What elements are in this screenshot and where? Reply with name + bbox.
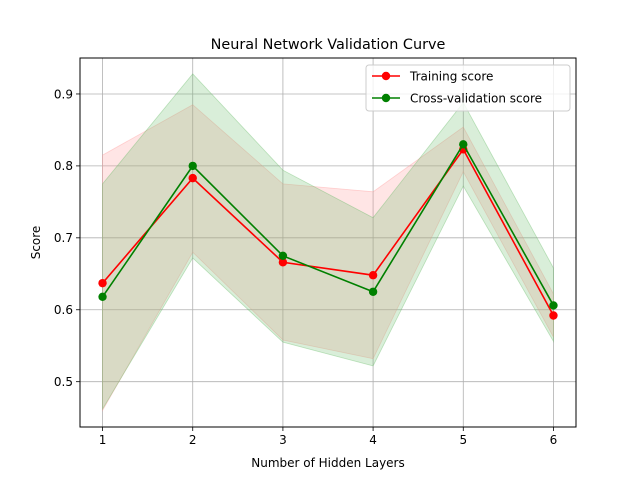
legend-marker-series-2: [381, 93, 391, 103]
x-tick-label: 2: [189, 433, 197, 447]
axis-ticks: 1 2 3 4 5 6 0.5 0.6 0.7 0.8 0.9: [54, 87, 557, 447]
line-series-2: [101, 142, 555, 306]
x-axis-label: Number of Hidden Layers: [251, 456, 405, 470]
x-tick-label: 5: [459, 433, 467, 447]
point-series-2: [278, 251, 288, 261]
y-tick-label: 0.9: [54, 87, 73, 101]
band-series-2: [102, 73, 554, 411]
line-series-1: [101, 147, 555, 316]
point-series-1: [549, 311, 558, 320]
point-series-1: [278, 258, 288, 267]
x-tick-label: 6: [550, 433, 558, 447]
point-series-1: [98, 278, 107, 288]
point-series-2: [459, 140, 468, 149]
legend-label-series-2: Cross-validation score: [410, 91, 542, 105]
chart-title: Neural Network Validation Curve: [211, 37, 446, 53]
y-tick-label: 0.6: [54, 303, 73, 317]
legend-label-series-1: Training score: [409, 69, 493, 83]
point-series-2: [98, 292, 107, 302]
legend: Training score Cross-validation score: [365, 64, 571, 112]
y-tick-label: 0.5: [54, 375, 73, 389]
x-tick-label: 1: [99, 433, 107, 447]
point-series-1: [368, 271, 378, 280]
legend-frame: [365, 64, 571, 112]
x-tick-label: 4: [369, 433, 377, 447]
point-series-2: [188, 161, 197, 171]
point-series-1: [188, 173, 197, 183]
point-series-2: [549, 301, 558, 310]
y-tick-label: 0.7: [54, 231, 73, 245]
y-axis-label: Score: [29, 226, 43, 260]
plot-area-frame: [79, 57, 577, 428]
x-tick-label: 3: [279, 433, 287, 447]
y-tick-label: 0.8: [54, 159, 73, 173]
point-series-2: [368, 287, 378, 296]
series-lines: [98, 140, 558, 320]
legend-marker-series-1: [381, 71, 391, 81]
